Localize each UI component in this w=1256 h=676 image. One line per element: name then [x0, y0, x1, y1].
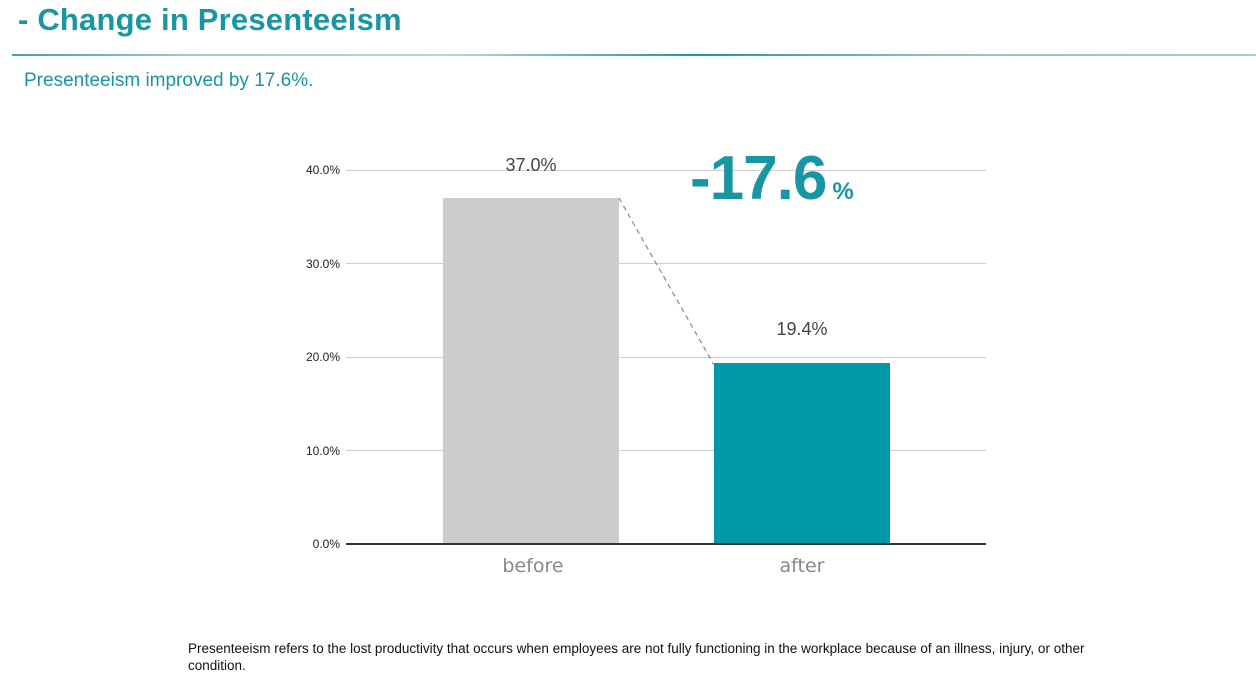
x-label-after: after: [779, 555, 825, 577]
x-label-before: before: [502, 555, 564, 577]
y-tick-40: 40.0%: [305, 163, 340, 177]
change-callout: -17.6%: [690, 143, 854, 214]
bar-after: [714, 363, 890, 544]
title-divider: [12, 54, 1256, 56]
y-tick-20: 20.0%: [305, 350, 340, 364]
definition-footnote: Presenteeism refers to the lost producti…: [188, 641, 1085, 673]
change-value: -17.6: [690, 144, 827, 213]
gridline-10: [346, 450, 986, 451]
bar-before: [443, 198, 619, 544]
y-tick-30: 30.0%: [305, 257, 340, 271]
gridline-20: [346, 357, 986, 358]
summary-text: Presenteeism improved by 17.6%.: [24, 70, 314, 91]
value-label-after: 19.4%: [776, 319, 828, 339]
change-unit: %: [832, 178, 853, 205]
x-axis: [346, 543, 986, 545]
y-tick-10: 10.0%: [305, 444, 340, 458]
gridline-40: [346, 170, 986, 171]
gridline-30: [346, 263, 986, 264]
y-tick-0: 0.0%: [312, 537, 340, 551]
value-label-before: 37.0%: [505, 155, 557, 175]
page-title: - Change in Presenteeism: [18, 2, 402, 37]
